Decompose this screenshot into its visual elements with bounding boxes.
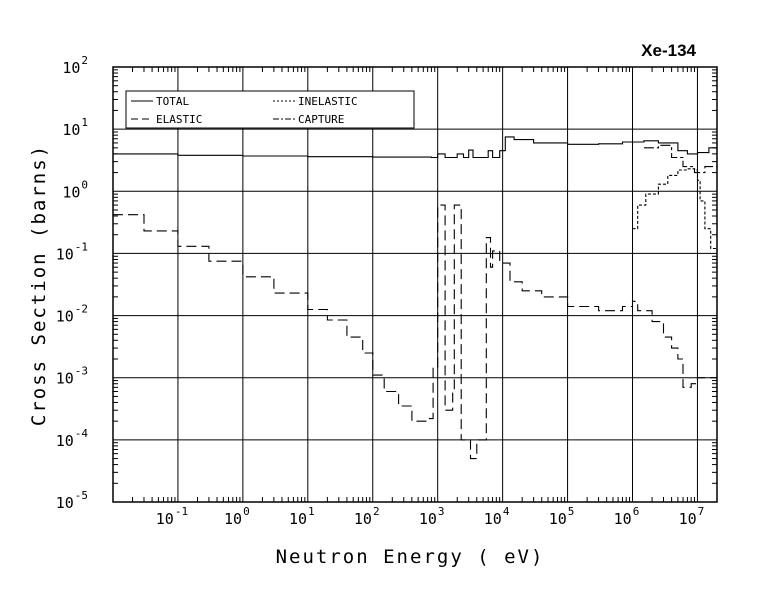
- series-layer: [113, 136, 718, 460]
- legend-box: [125, 90, 415, 129]
- legend-label: INELASTIC: [298, 95, 358, 108]
- series-inelastic: [632, 168, 718, 254]
- plot-frame: [112, 66, 718, 503]
- series-capture: [643, 144, 718, 174]
- legend: TOTAL ELASTIC INELASTIC CAPTURE: [125, 90, 415, 129]
- legend-label: CAPTURE: [298, 113, 344, 126]
- chart-title: Xe-134: [641, 41, 696, 60]
- x-axis-label: Neutron Energy ( eV): [276, 546, 545, 568]
- legend-label: ELASTIC: [156, 113, 202, 126]
- series-total: [113, 136, 718, 159]
- series-elastic: [113, 204, 717, 460]
- legend-label: TOTAL: [156, 95, 189, 108]
- y-axis-label: Cross Section (barns): [28, 144, 50, 426]
